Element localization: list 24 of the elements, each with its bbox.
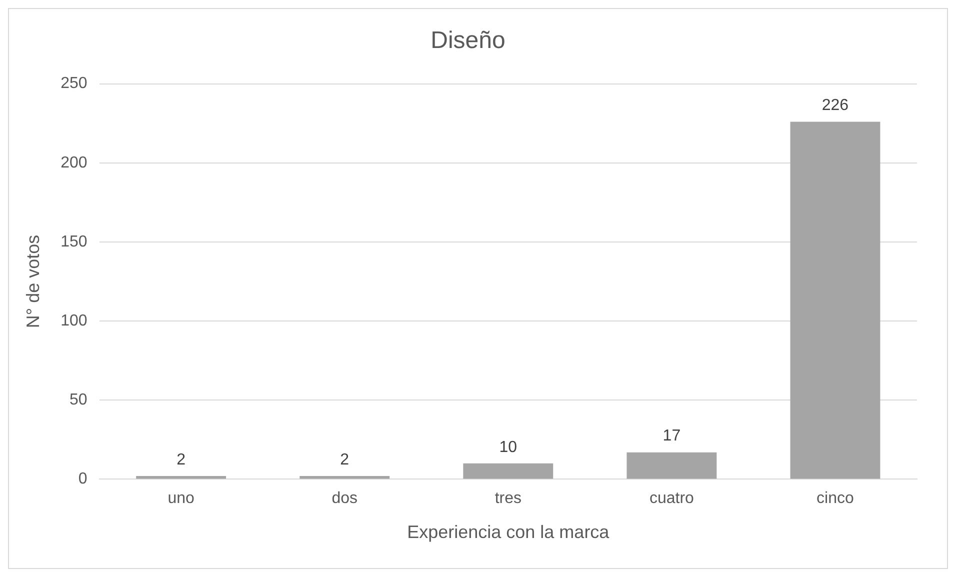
y-axis-title: N° de votos [22,234,43,328]
y-tick-label: 200 [60,154,88,172]
x-tick-label: cinco [816,490,854,508]
bar [790,122,880,479]
data-label: 17 [662,428,681,445]
y-tick-label: 50 [70,392,88,409]
data-label: 2 [176,451,186,468]
bar [300,476,390,479]
data-label: 226 [822,97,849,114]
data-label: 10 [499,438,518,456]
data-label: 2 [340,451,350,468]
y-tick-label: 150 [60,233,88,250]
x-axis-title: Experiencia con la marca [407,522,610,542]
bar [136,476,226,479]
bar [463,463,554,479]
bar [626,452,717,479]
y-tick-label: 0 [78,470,88,488]
y-tick-label: 250 [60,75,88,92]
x-tick-label: tres [494,490,522,508]
x-tick-label: dos [332,490,358,508]
chart-title: Diseño [430,27,506,54]
x-tick-label: uno [168,490,195,508]
y-tick-label: 100 [60,312,88,330]
x-tick-label: cuatro [649,490,694,508]
